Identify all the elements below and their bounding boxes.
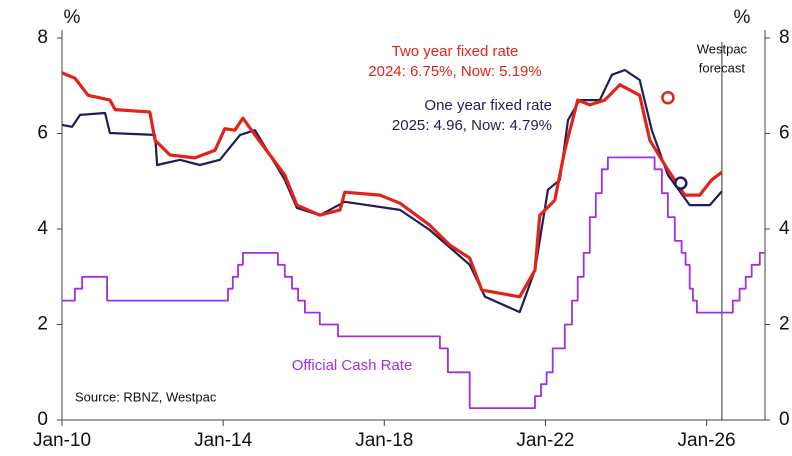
y2-tick-label: 4 [779, 218, 790, 239]
series-line [61, 68, 723, 314]
annotation: 2025: 4.96, Now: 4.79% [392, 117, 552, 134]
x-tick-label: Jan-10 [33, 430, 91, 451]
y-tick-label: 2 [37, 314, 48, 335]
forecast-label: Westpac [697, 41, 748, 56]
y-tick-label: 8 [37, 27, 48, 48]
series-line [62, 156, 765, 409]
y-tick-label: 6 [37, 123, 48, 144]
marker [674, 176, 688, 190]
y2-tick-label: 8 [779, 27, 790, 48]
y-axis-label: % [64, 7, 81, 28]
y-tick-label: 0 [37, 409, 48, 430]
marker [661, 90, 675, 105]
x-tick-label: Jan-22 [516, 430, 574, 451]
y2-tick-label: 2 [779, 314, 790, 335]
y-tick-label: 4 [37, 218, 48, 239]
y2-tick-label: 0 [779, 409, 790, 430]
annotation: 2024: 6.75%, Now: 5.19% [368, 63, 541, 80]
y2-axis-label: % [734, 7, 751, 28]
annotation: Official Cash Rate [292, 357, 413, 374]
x-tick-label: Jan-14 [194, 430, 253, 451]
annotation: One year fixed rate [424, 97, 552, 114]
series-line [61, 71, 723, 299]
y2-tick-label: 6 [779, 123, 790, 144]
x-tick-label: Jan-26 [678, 430, 736, 451]
annotation: Source: RBNZ, Westpac [75, 389, 217, 404]
annotation: Two year fixed rate [392, 43, 519, 60]
forecast-label: forecast [699, 60, 746, 75]
x-tick-label: Jan-18 [355, 430, 413, 451]
